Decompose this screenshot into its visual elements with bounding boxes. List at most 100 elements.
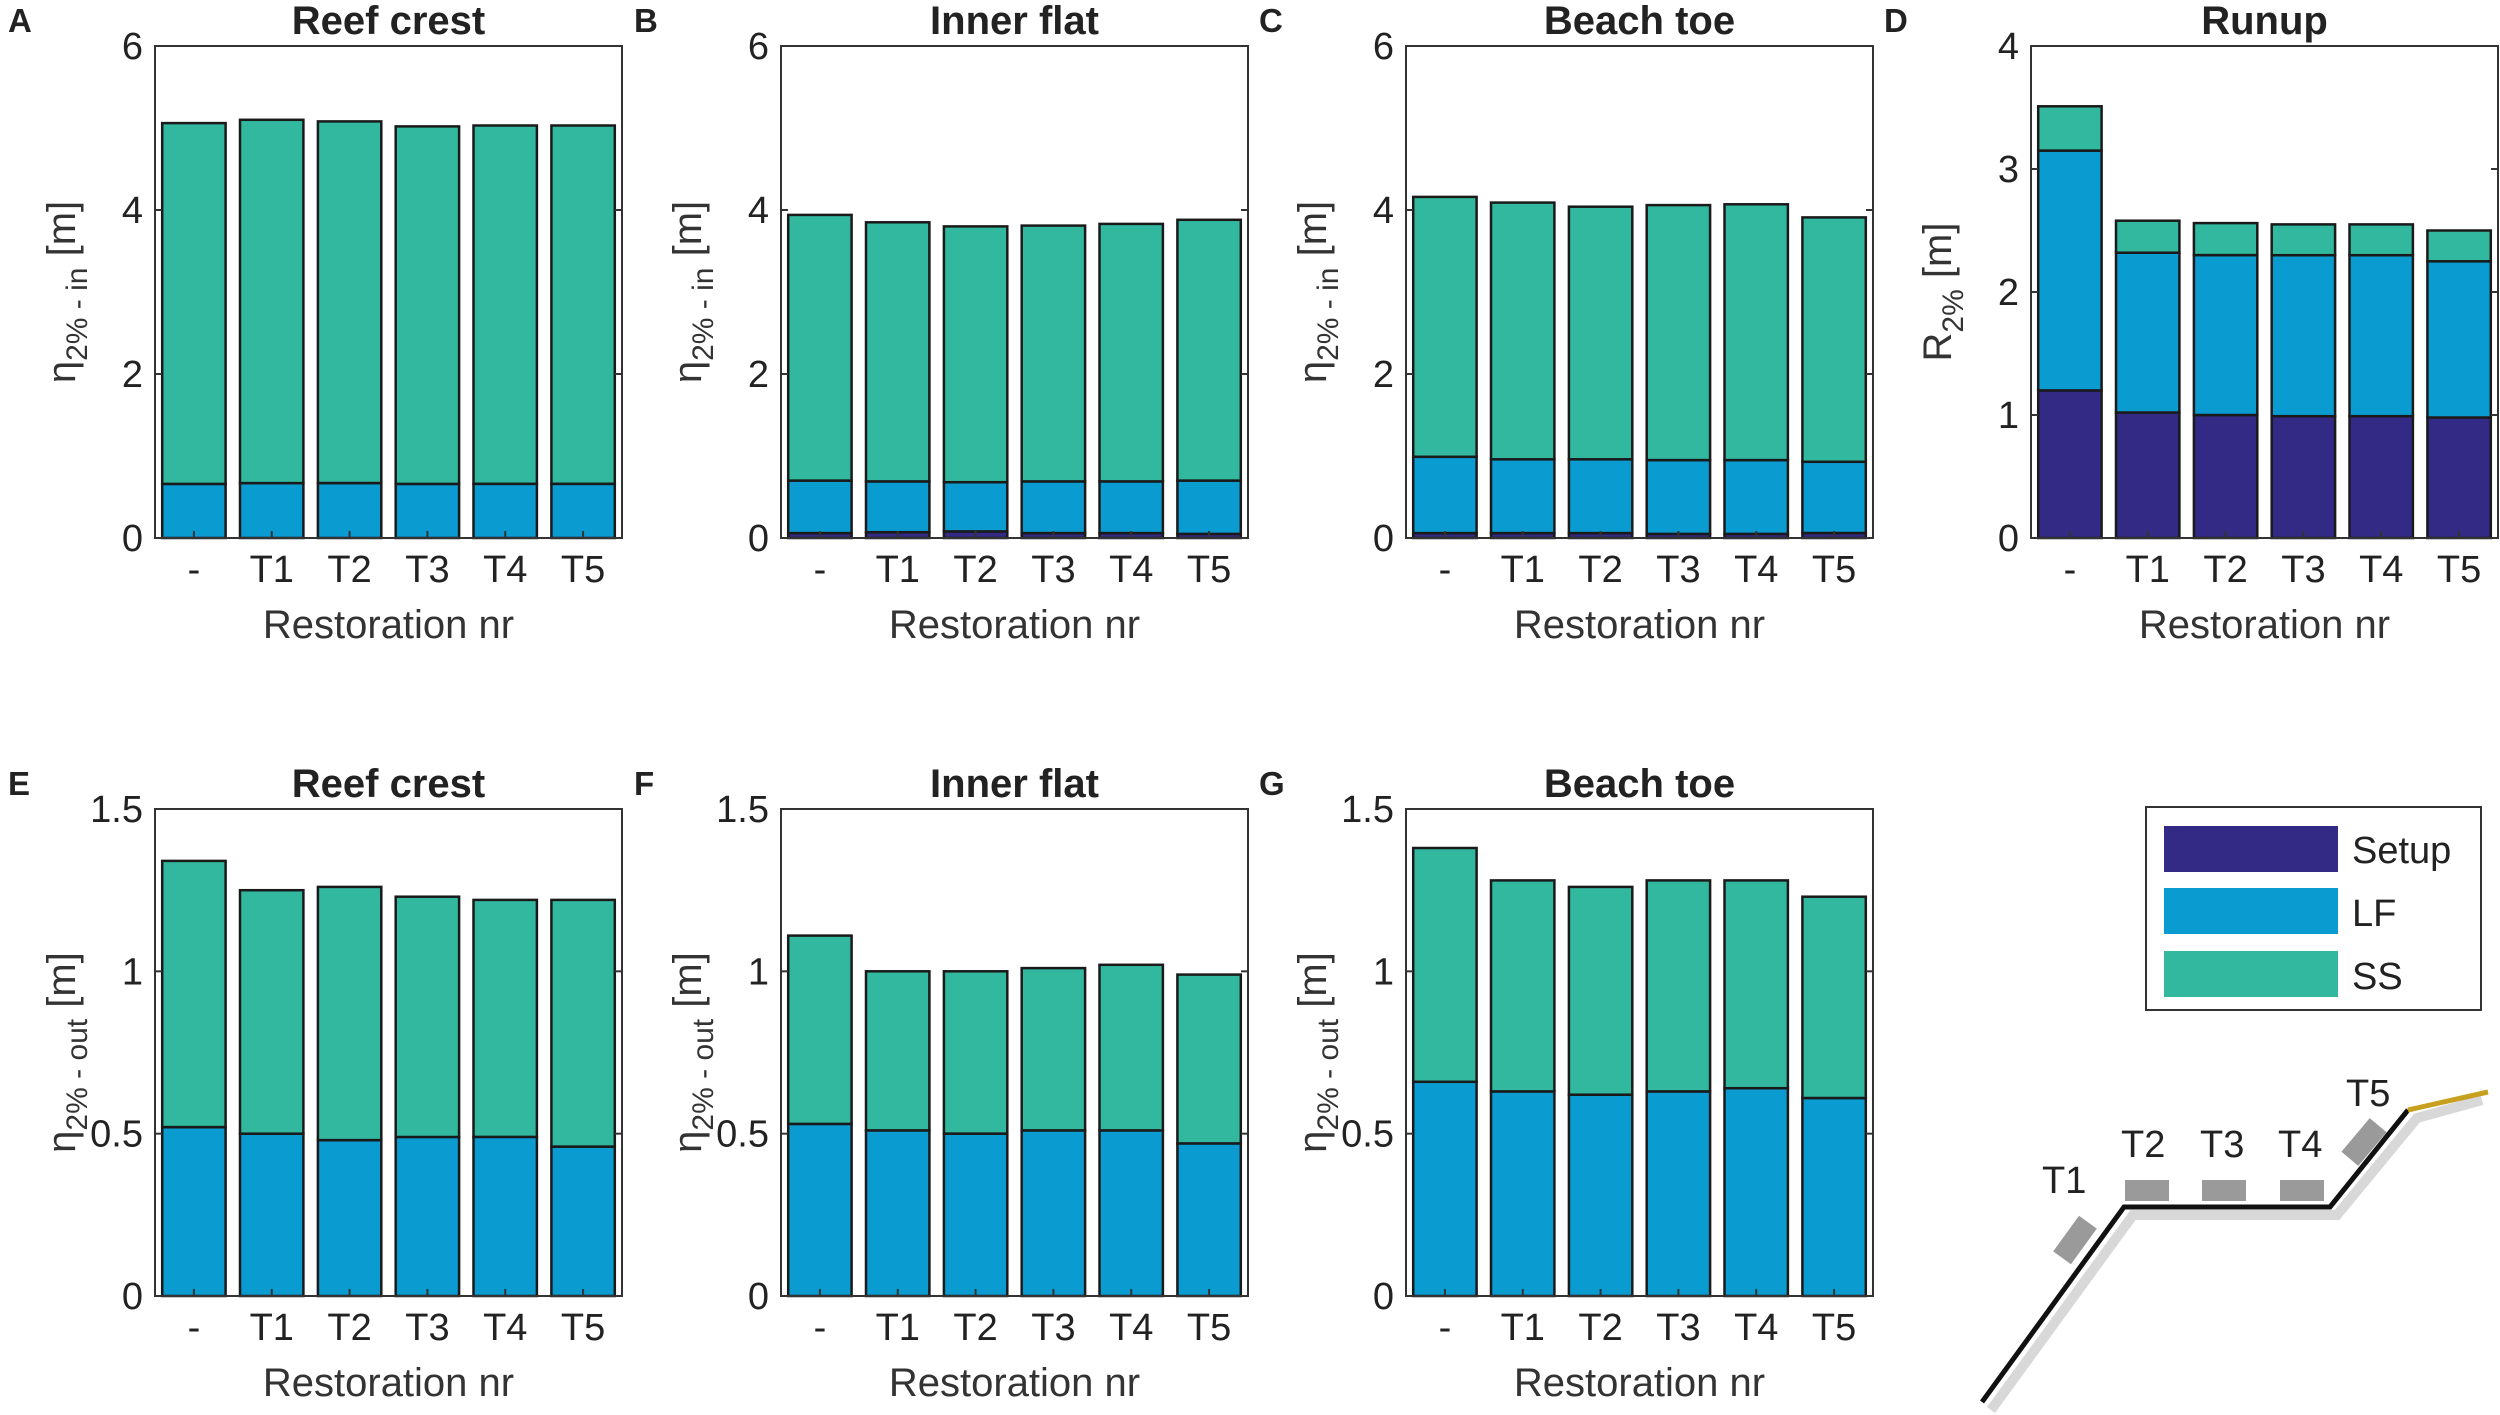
bar-b-lf-2: [942, 480, 1009, 533]
ylabel-f: η2% - out [m]: [666, 952, 720, 1153]
ytick-label-d-3: 3: [1998, 149, 2019, 191]
bar-g-lf-5: [1801, 1096, 1868, 1298]
xlabel-e: Restoration nr: [263, 1361, 514, 1405]
ylabel-main-g: η: [1291, 1131, 1335, 1153]
bar-a-lf-5: [550, 482, 617, 540]
bar-e-lf-5: [550, 1145, 617, 1298]
ytick-label-g-0: 0: [1373, 1276, 1394, 1318]
xlabel-g: Restoration nr: [1514, 1361, 1765, 1405]
panel-letter-c: C: [1259, 2, 1283, 39]
panel-title-a: Reef crest: [292, 0, 485, 43]
xtick-label-e-4: T4: [483, 1307, 527, 1349]
bar-b-ss-5: [1176, 218, 1243, 482]
bar-b-ss-0: [786, 213, 853, 482]
ytick-label-e-0: 0: [122, 1276, 143, 1318]
bar-b-lf-0: [786, 479, 853, 535]
bar-c-lf-5: [1801, 460, 1868, 535]
xtick-label-a-1: T1: [250, 549, 294, 591]
bar-g-lf-1: [1489, 1090, 1556, 1298]
panel-title-d: Runup: [2201, 0, 2328, 43]
xtick-label-g-3: T3: [1656, 1307, 1700, 1349]
ylabel-g: η2% - out [m]: [1291, 952, 1345, 1153]
bar-g-lf-0: [1411, 1080, 1478, 1298]
panel-d: 0 1 2 3 4 - T1 T2 T3 T4 T5 Restoration nr Runup D R2% …: [1884, 0, 2499, 647]
panel-g: 0 0.5 1 1.5 - T1 T2 T3 T4 T5 Restoration nr Beach t…: [1259, 762, 1874, 1405]
panel-e: 0 0.5 1 1.5 - T1 T2 T3 T4 T5 Restoration nr Reef cr…: [8, 762, 623, 1405]
ylabel-main-e: η: [40, 1131, 84, 1153]
ylabel-sub-g: 2% - out: [1312, 1018, 1345, 1130]
bar-d-lf-0: [2036, 149, 2103, 392]
legend-label-setup: Setup: [2352, 830, 2451, 872]
bar-f-lf-5: [1176, 1142, 1243, 1298]
ylabel-sub-d: 2%: [1937, 289, 1970, 332]
ytick-label-a-2: 4: [122, 190, 143, 232]
bar-a-ss-2: [316, 120, 383, 485]
ylabel-b: η2% - in [m]: [666, 201, 720, 383]
panel-title-g: Beach toe: [1544, 762, 1735, 806]
ylabel-sub-e: 2% - out: [61, 1018, 94, 1130]
xtick-label-e-0: -: [188, 1307, 201, 1349]
xtick-label-e-1: T1: [250, 1307, 294, 1349]
ylabel-main-b: η: [666, 361, 710, 383]
xtick-label-f-2: T2: [953, 1307, 997, 1349]
ylabel-unit-e: [m]: [40, 952, 84, 1019]
xtick-label-d-4: T4: [2359, 549, 2403, 591]
bar-f-ss-0: [786, 934, 853, 1126]
diagram-label-t5: T5: [2346, 1073, 2390, 1115]
xtick-label-f-5: T5: [1187, 1307, 1231, 1349]
xtick-label-a-0: -: [188, 549, 201, 591]
legend-swatch-lf: [2164, 888, 2338, 934]
panel-c: 0 2 4 6 - T1 T2 T3 T4 T5 Restoration nr Beach toe Cη…: [1259, 0, 1874, 647]
panel-letter-f: F: [634, 765, 654, 802]
legend-label-lf: LF: [2352, 893, 2396, 935]
ytick-label-c-3: 6: [1373, 26, 1394, 68]
xtick-label-f-3: T3: [1031, 1307, 1075, 1349]
legend-swatch-setup: [2164, 826, 2338, 872]
beach-line: [2407, 1089, 2489, 1113]
bar-f-ss-3: [1020, 966, 1087, 1132]
bar-e-lf-0: [160, 1125, 227, 1298]
bar-f-ss-1: [864, 970, 931, 1132]
restoration-pad-t3: [2202, 1180, 2246, 1201]
ytick-label-b-0: 0: [748, 518, 769, 560]
bar-c-lf-1: [1489, 458, 1556, 535]
xtick-label-c-4: T4: [1734, 549, 1778, 591]
bar-e-lf-2: [316, 1138, 383, 1298]
diagram-label-t2: T2: [2121, 1124, 2165, 1166]
bar-c-ss-2: [1567, 205, 1634, 461]
panel-f: 0 0.5 1 1.5 - T1 T2 T3 T4 T5 Restoration nr Inner f…: [634, 762, 1249, 1405]
restoration-pad-t5: [2341, 1118, 2387, 1166]
ylabel-e: η2% - out [m]: [40, 952, 94, 1153]
xtick-label-b-0: -: [814, 549, 827, 591]
bar-c-ss-5: [1801, 216, 1868, 464]
xtick-label-g-2: T2: [1578, 1307, 1622, 1349]
bar-f-lf-0: [786, 1122, 853, 1298]
bar-d-setup-1: [2114, 411, 2181, 540]
bar-b-lf-5: [1176, 479, 1243, 536]
xtick-label-a-4: T4: [483, 549, 527, 591]
bar-b-ss-3: [1020, 224, 1087, 483]
plot-frame-b: [780, 45, 1249, 539]
ytick-label-d-2: 2: [1998, 272, 2019, 314]
bar-f-lf-2: [942, 1132, 1009, 1298]
legend-label-ss: SS: [2352, 956, 2403, 998]
bar-c-ss-4: [1723, 203, 1790, 462]
bar-f-lf-3: [1020, 1129, 1087, 1298]
ylabel-unit-a: [m]: [40, 201, 84, 268]
bar-d-ss-4: [2348, 223, 2415, 257]
bar-g-lf-2: [1567, 1093, 1634, 1298]
panels: 0 2 4 6 - T1 T2 T3 T4 T5 Restoration nr Reef crest A…: [8, 0, 2499, 1405]
bar-b-lf-3: [1020, 480, 1087, 535]
bar-c-ss-3: [1645, 203, 1712, 462]
ytick-label-b-1: 2: [748, 354, 769, 396]
bar-e-ss-2: [316, 885, 383, 1142]
ylabel-sub-a: 2% - in: [61, 268, 94, 361]
ytick-label-f-0: 0: [748, 1276, 769, 1318]
ytick-label-d-1: 1: [1998, 395, 2019, 437]
ytick-label-a-0: 0: [122, 518, 143, 560]
xtick-label-d-5: T5: [2437, 549, 2481, 591]
xtick-label-b-1: T1: [876, 549, 920, 591]
ytick-label-c-0: 0: [1373, 518, 1394, 560]
xtick-label-d-2: T2: [2203, 549, 2247, 591]
